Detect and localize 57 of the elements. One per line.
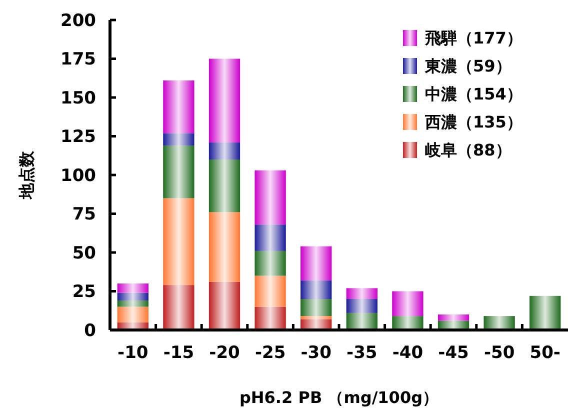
y-tick-label: 125 xyxy=(60,127,96,148)
bar xyxy=(300,316,332,320)
bar xyxy=(392,316,424,330)
legend-label: 東濃（59） xyxy=(424,56,512,76)
bar xyxy=(163,146,194,198)
bar xyxy=(254,276,286,307)
bar xyxy=(346,288,378,299)
bar xyxy=(484,316,515,330)
x-axis-title: pH6.2 PB （mg/100g） xyxy=(239,388,439,407)
y-tick-label: 100 xyxy=(60,166,96,186)
bar xyxy=(254,224,286,251)
bar xyxy=(254,250,286,276)
bar xyxy=(438,314,470,321)
y-tick-label: 175 xyxy=(60,50,96,70)
bar xyxy=(346,299,378,313)
bar xyxy=(117,300,148,307)
bar xyxy=(163,133,194,146)
bar xyxy=(163,285,194,330)
bar xyxy=(208,212,240,282)
legend-label: 岐阜（88） xyxy=(425,140,512,160)
x-tick-label: -15 xyxy=(163,343,194,363)
y-tick-label: 150 xyxy=(60,88,96,108)
bar xyxy=(300,299,332,316)
bar xyxy=(208,142,240,160)
legend-label: 西濃（135） xyxy=(424,112,522,132)
y-tick-label: 0 xyxy=(84,320,96,341)
x-tick-label: -45 xyxy=(438,343,469,363)
bar xyxy=(117,284,148,293)
bar xyxy=(254,170,286,225)
bar xyxy=(163,198,194,286)
y-tick-label: 25 xyxy=(72,282,96,302)
bar xyxy=(346,312,378,330)
bar xyxy=(300,280,332,299)
y-tick-label: 75 xyxy=(72,204,96,225)
bar xyxy=(392,291,424,316)
bar xyxy=(208,58,240,142)
bar xyxy=(117,292,148,301)
bar xyxy=(163,80,194,134)
y-axis-title: 地点数 xyxy=(17,150,36,200)
bar xyxy=(208,160,240,212)
x-tick-label: -10 xyxy=(118,343,148,363)
x-tick-label: -30 xyxy=(300,343,332,363)
bar xyxy=(254,306,286,330)
legend-label: 中濃（154） xyxy=(425,84,522,104)
y-tick-label: 50 xyxy=(72,243,96,264)
y-tick-label: 200 xyxy=(60,10,96,31)
x-tick-label: -50 xyxy=(484,343,515,363)
bar xyxy=(117,306,148,322)
bar xyxy=(208,282,240,330)
bar xyxy=(300,246,332,280)
legend-label: 飛騨（177） xyxy=(424,28,522,48)
x-tick-label: 50- xyxy=(530,343,560,363)
x-tick-label: -25 xyxy=(254,343,286,363)
x-tick-label: -40 xyxy=(392,343,424,363)
bar xyxy=(530,296,561,330)
x-tick-label: -35 xyxy=(346,343,378,363)
x-tick-label: -20 xyxy=(209,343,240,363)
